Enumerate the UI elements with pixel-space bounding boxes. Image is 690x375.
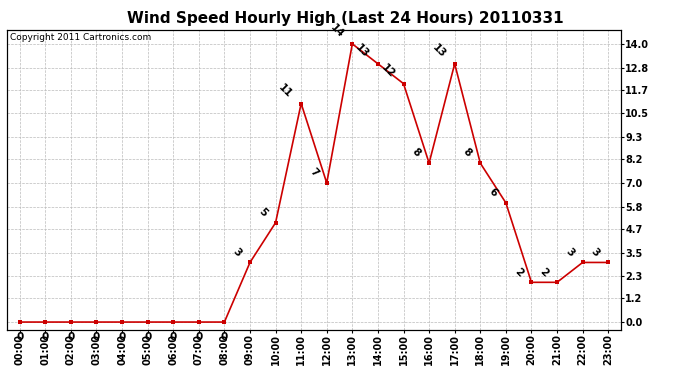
Text: 0: 0 [221,332,228,342]
Text: 0: 0 [93,332,100,342]
Text: 7: 7 [308,166,319,179]
Text: 5: 5 [257,206,268,219]
Text: 0: 0 [170,332,177,342]
Text: 0: 0 [67,332,75,342]
Text: 0: 0 [195,332,202,342]
Text: 2: 2 [538,266,550,278]
Text: 3: 3 [231,246,243,258]
Text: 8: 8 [410,147,422,159]
Text: 14: 14 [328,22,346,40]
Text: 3: 3 [564,246,575,258]
Text: 11: 11 [277,82,294,99]
Text: 6: 6 [486,186,499,199]
Text: 13: 13 [431,42,448,60]
Text: 8: 8 [461,147,473,159]
Text: 0: 0 [41,332,49,342]
Text: Copyright 2011 Cartronics.com: Copyright 2011 Cartronics.com [10,33,151,42]
Text: 0: 0 [119,332,126,342]
Text: 3: 3 [589,246,601,258]
Text: Wind Speed Hourly High (Last 24 Hours) 20110331: Wind Speed Hourly High (Last 24 Hours) 2… [127,11,563,26]
Text: 0: 0 [16,332,23,342]
Text: 2: 2 [512,266,524,278]
Text: 12: 12 [380,62,397,80]
Text: 13: 13 [354,42,371,60]
Text: 0: 0 [144,332,151,342]
